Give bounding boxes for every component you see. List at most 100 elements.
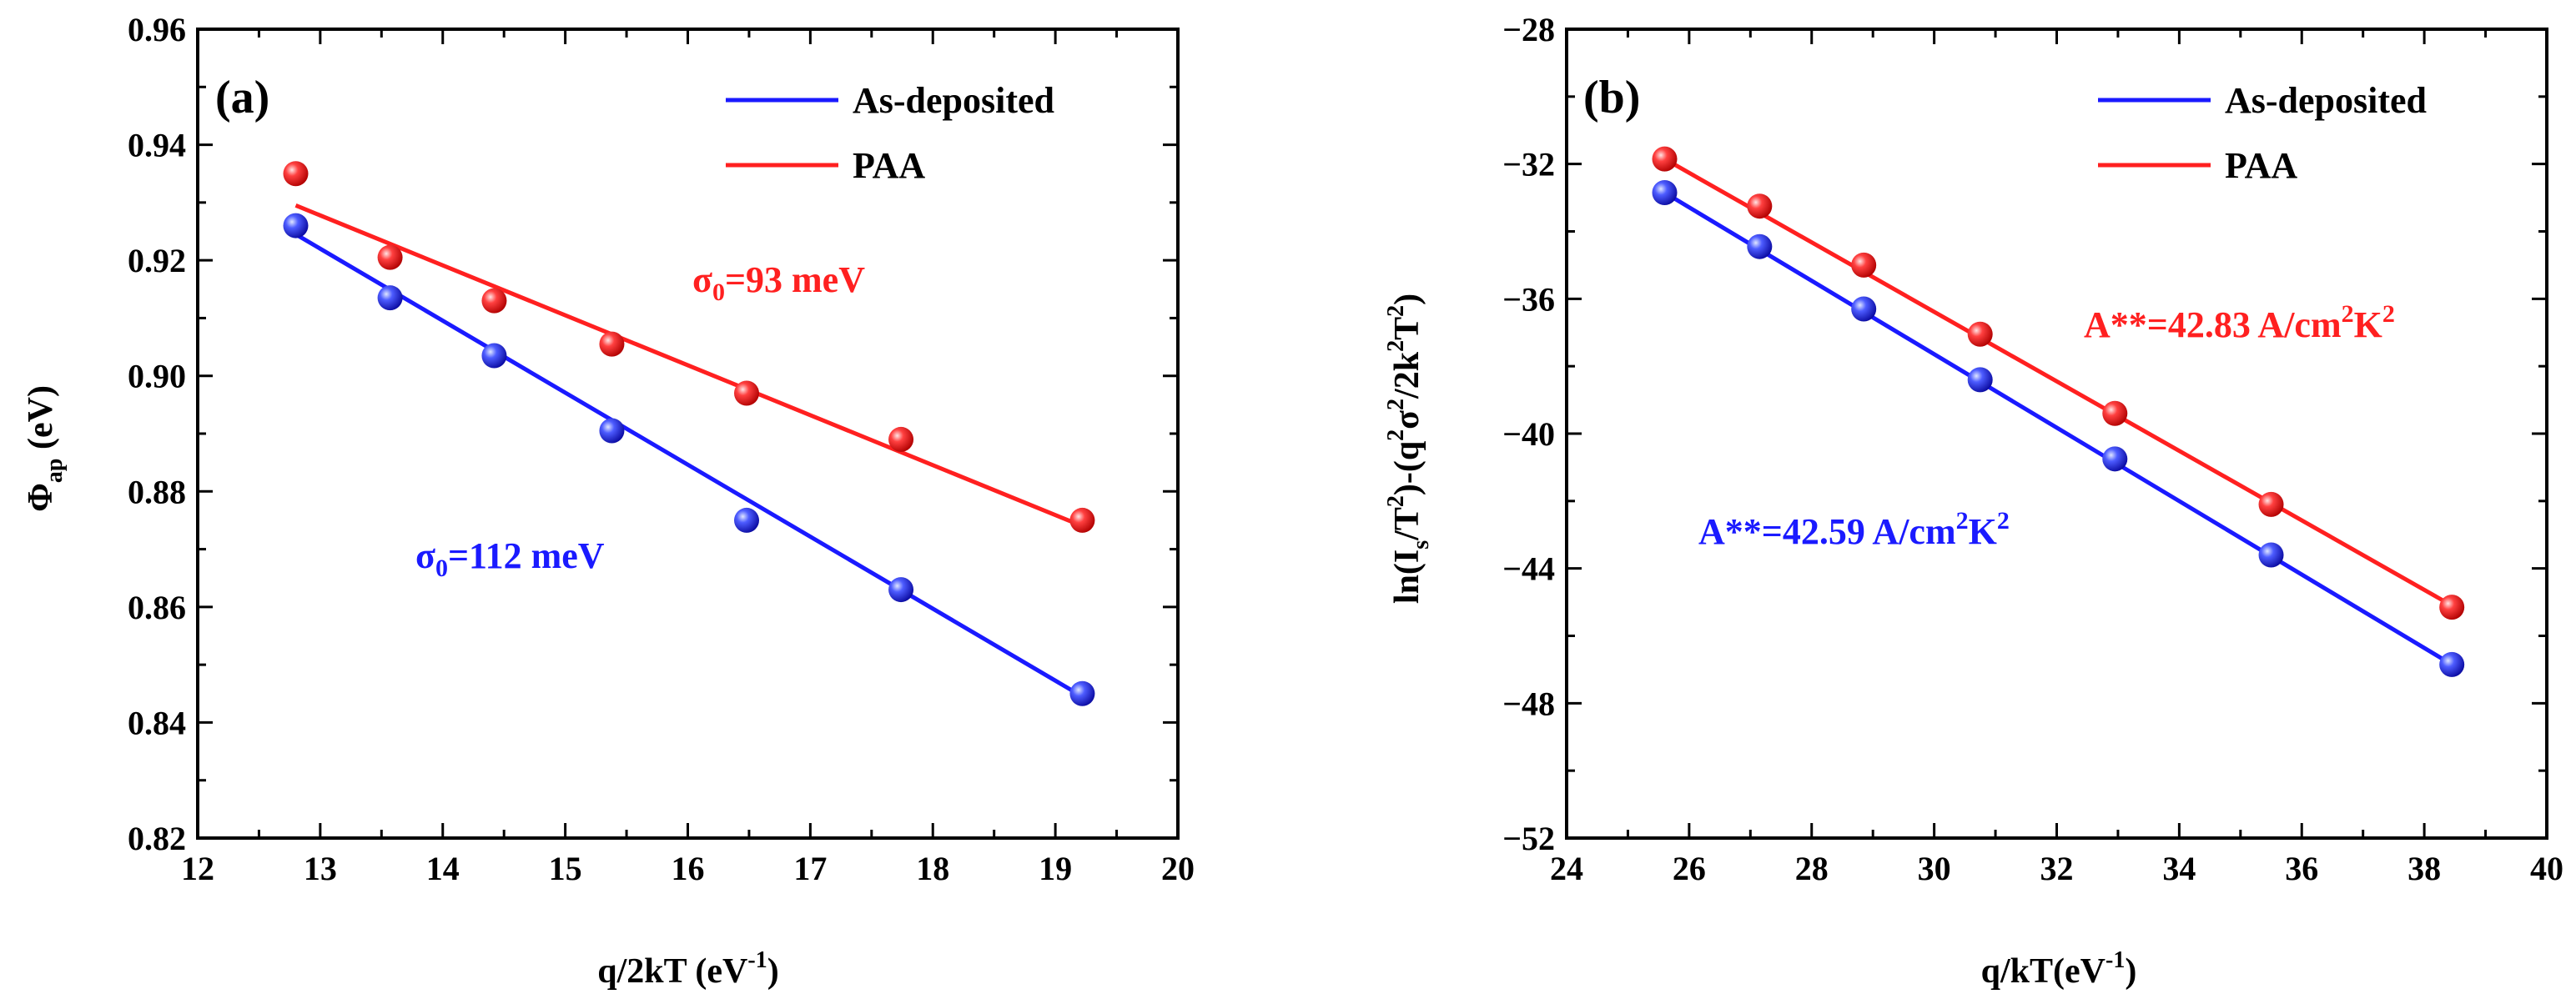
panel-b-point-paa xyxy=(2102,400,2128,426)
panel-b-point-paa xyxy=(2439,595,2465,620)
panel-b-legend-label-as-deposited: As-deposited xyxy=(2225,80,2427,121)
panel-a-xtick-label: 12 xyxy=(181,850,214,887)
panel-b-plot-frame xyxy=(1565,28,2548,840)
panel-a-point-as-deposited xyxy=(734,507,759,533)
panel-b-xlabel-close: ) xyxy=(2125,952,2136,991)
panel-b-ytick-label: −40 xyxy=(1502,415,1555,453)
panel-b-ann-ad-text: A**=42.59 A/cm xyxy=(1698,511,1956,552)
panel-a-point-paa xyxy=(599,331,625,357)
panel-a-fit-line-paa xyxy=(294,203,1084,529)
panel-a-ylabel-sub: ap xyxy=(42,459,68,484)
panel-a-label: (a) xyxy=(215,72,269,123)
panel-a-ytick-label: 0.82 xyxy=(128,820,186,857)
panel-b-ann-ad-mid: K xyxy=(1969,511,1997,552)
panel-a-y-axis-label: Φap (eV) xyxy=(22,385,68,512)
panel-a-point-paa xyxy=(283,161,309,187)
panel-b-ann-paa-mid: K xyxy=(2354,304,2382,345)
panel-a-fit-line-as-deposited xyxy=(294,232,1084,699)
panel-b-ylabel-p6: σ xyxy=(1388,410,1426,429)
panel-b-point-as-deposited xyxy=(1652,180,1678,206)
panel-a-ytick-label: 0.92 xyxy=(128,242,186,279)
panel-b-xtick-label: 36 xyxy=(2285,850,2318,887)
panel-b-point-as-deposited xyxy=(1747,233,1773,259)
panel-a-point-paa xyxy=(734,380,759,406)
panel-b-ytick-label: −48 xyxy=(1502,685,1555,722)
panel-a-ylabel-phi: Φ xyxy=(22,483,60,512)
panel-b-xtick-label: 34 xyxy=(2162,850,2196,887)
panel-b-legend: As-deposited PAA xyxy=(2098,80,2427,186)
panel-b-xtick-label: 38 xyxy=(2407,850,2441,887)
panel-a-xlabel-text: q/2kT (eV xyxy=(597,952,747,991)
panel-a-xtick-label: 16 xyxy=(672,850,705,887)
panel-a-ann-ad-tail: =112 meV xyxy=(448,535,605,576)
panel-b-ytick-label: −36 xyxy=(1502,280,1555,318)
panel-b-ylabel-p5: 2 xyxy=(1383,429,1409,441)
panel-a-xtick-label: 15 xyxy=(549,850,582,887)
panel-a-point-paa xyxy=(888,426,914,452)
panel-a-legend-label-paa: PAA xyxy=(853,145,925,186)
panel-a-point-as-deposited xyxy=(599,418,625,444)
panel-b-xtick-label: 24 xyxy=(1550,850,1583,887)
panel-b-point-as-deposited xyxy=(2102,446,2128,472)
panel-a-xtick-label: 13 xyxy=(304,850,337,887)
panel-b-ann-paa-sup2: 2 xyxy=(2382,300,2395,328)
panel-a-ann-ad-sigma: σ xyxy=(415,535,435,576)
panel-a-plot: 12 13 14 15 16 17 18 19 20 0.82 0.84 0.86 0.88 0.90 0.… xyxy=(128,11,1195,887)
panel-a-ytick-label: 0.86 xyxy=(128,589,186,626)
panel-b-ylabel-p9: 2 xyxy=(1383,340,1409,352)
panel-b-fit-line-as-deposited xyxy=(1663,190,2453,666)
panel-b-point-paa xyxy=(1967,321,1993,347)
panel-a-ylabel-rest: (eV) xyxy=(22,385,60,458)
panel-a: 12 13 14 15 16 17 18 19 20 0.82 0.84 0.86 0.88 0.90 0.… xyxy=(22,11,1195,991)
panel-a-xtick-label: 14 xyxy=(426,850,460,887)
panel-b-ann-paa-text: A**=42.83 A/cm xyxy=(2084,304,2342,345)
panel-a-point-as-deposited xyxy=(377,285,403,311)
panel-b-xlabel-sup: -1 xyxy=(2106,947,2125,973)
panel-b-point-paa xyxy=(1652,146,1678,172)
panel-b-ylabel-p11: 2 xyxy=(1383,305,1409,317)
panel-a-xtick-label: 18 xyxy=(916,850,949,887)
panel-a-ytick-label: 0.84 xyxy=(128,704,186,741)
panel-b-point-as-deposited xyxy=(1967,367,1993,393)
panel-b-x-axis-label: q/kT(eV-1) xyxy=(1981,947,2137,991)
panel-b-ylabel-p0: ln(I xyxy=(1388,550,1426,604)
panel-a-annotation-paa: σ0=93 meV xyxy=(692,259,865,306)
panel-a-point-as-deposited xyxy=(481,343,507,369)
panel-a-ann-paa-sigma: σ xyxy=(692,259,712,300)
panel-b-point-paa xyxy=(1851,252,1877,278)
panel-b-fit-line-paa xyxy=(1663,157,2453,608)
panel-a-ytick-label: 0.88 xyxy=(128,473,186,510)
panel-a-ytick-label: 0.94 xyxy=(128,127,186,164)
panel-b-xtick-label: 40 xyxy=(2530,850,2563,887)
panel-b-y-axis-label: ln(Is/T2)-(q2σ2/2k2T2) xyxy=(1383,294,1434,604)
panel-a-ytick-label: 0.90 xyxy=(128,358,186,395)
panel-b-point-paa xyxy=(1747,193,1773,219)
panel-b-point-as-deposited xyxy=(2439,651,2465,677)
panel-a-annotation-as-deposited: σ0=112 meV xyxy=(415,535,605,582)
panel-b-xtick-label: 26 xyxy=(1673,850,1706,887)
panel-a-ann-paa-tail: =93 meV xyxy=(725,259,865,300)
panel-a-point-paa xyxy=(1069,507,1095,533)
panel-b-plot: 24 26 28 30 32 34 36 38 40 −52 −48 −44 −40 −36 −32 −28 xyxy=(1502,11,2563,887)
panel-b-point-as-deposited xyxy=(1851,296,1877,322)
panel-a-ann-ad-sub: 0 xyxy=(435,555,448,582)
panel-b-ylabel-p1: s xyxy=(1408,540,1434,550)
panel-a-x-axis-label: q/2kT (eV-1) xyxy=(597,947,778,991)
panel-b-ann-paa-sup1: 2 xyxy=(2342,300,2354,328)
panel-b-legend-label-paa: PAA xyxy=(2225,145,2297,186)
panel-a-point-as-deposited xyxy=(283,213,309,238)
panel-a-xtick-label: 17 xyxy=(793,850,827,887)
panel-a-plot-frame xyxy=(196,28,1180,840)
panel-a-xtick-label: 19 xyxy=(1039,850,1072,887)
panel-b-annotation-as-deposited: A**=42.59 A/cm2K2 xyxy=(1698,507,2010,552)
panel-b-ylabel-p12: ) xyxy=(1388,294,1426,305)
panel-a-ann-paa-sub: 0 xyxy=(712,279,725,306)
panel-a-point-as-deposited xyxy=(888,577,914,603)
panel-a-point-as-deposited xyxy=(1069,680,1095,706)
panel-b-xtick-label: 28 xyxy=(1795,850,1829,887)
panel-b-xtick-label: 32 xyxy=(2040,850,2074,887)
panel-a-xtick-label: 20 xyxy=(1161,850,1195,887)
panel-b-xlabel-text: q/kT(eV xyxy=(1981,952,2106,991)
panel-b: 24 26 28 30 32 34 36 38 40−52−48−44−40−36−32−28 … xyxy=(1383,11,2563,991)
